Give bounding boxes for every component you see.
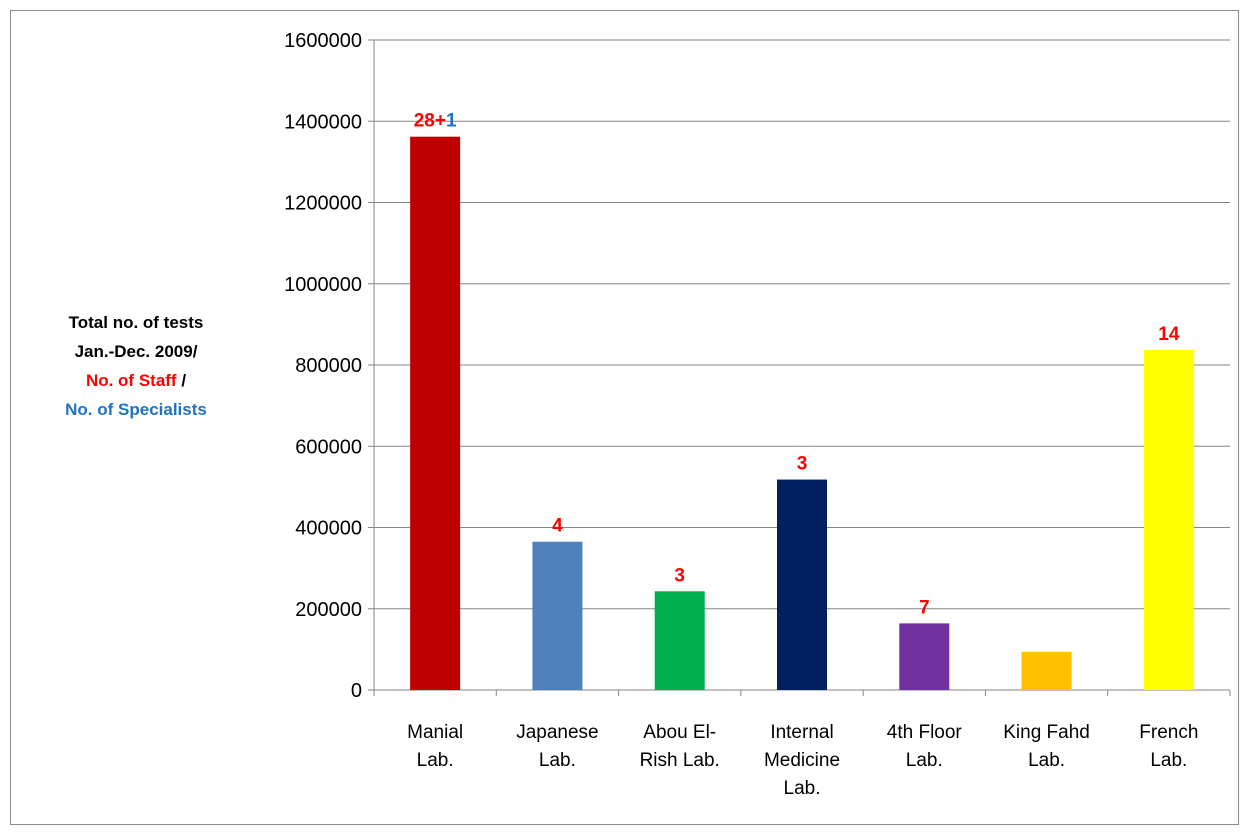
category-label-line: Lab. <box>784 778 821 799</box>
bar <box>1143 349 1194 690</box>
bar <box>410 136 461 690</box>
category-label: Abou El- Rish Lab. <box>640 722 720 771</box>
category-label-line: Lab. <box>1150 750 1187 771</box>
category-label: Manial Lab. <box>407 722 463 771</box>
category-label-line: Lab. <box>539 750 576 771</box>
category-label: Internal Medicine Lab. <box>764 722 840 799</box>
data-label: 14 <box>1158 324 1180 345</box>
category-label-line: Medicine <box>764 750 840 771</box>
category-label: Japanese Lab. <box>516 722 598 771</box>
bar <box>899 623 950 690</box>
ylabel-line-2: Jan.-Dec. 2009/ <box>74 342 198 361</box>
data-label-part: 3 <box>797 454 808 475</box>
category-label-line: Rish Lab. <box>640 750 720 771</box>
data-label: 3 <box>674 565 685 586</box>
y-tick-label: 1600000 <box>284 30 362 52</box>
category-label: 4th Floor Lab. <box>887 722 963 771</box>
data-label-part: 7 <box>919 597 930 618</box>
category-label-line: Abou El- <box>643 722 716 743</box>
category-label-line: Manial <box>407 722 463 743</box>
category-label-line: Lab. <box>906 750 943 771</box>
y-tick-label: 1200000 <box>284 193 362 215</box>
ylabel-staff: No. of Staff <box>85 371 177 390</box>
category-label: King Fahd Lab. <box>1003 722 1090 771</box>
y-tick-label: 1400000 <box>284 111 362 133</box>
y-tick-label: 200000 <box>295 599 362 621</box>
y-tick-label: 600000 <box>295 436 362 458</box>
category-label-line: King Fahd <box>1003 722 1090 743</box>
category-label-line: 4th Floor <box>887 722 963 743</box>
data-label: 4 <box>552 516 563 537</box>
bar <box>777 479 827 690</box>
category-label-line: French <box>1139 722 1198 743</box>
data-label-part: 1 <box>446 111 457 132</box>
category-label-line: Lab. <box>417 750 454 771</box>
data-label: 3 <box>797 454 808 475</box>
category-label: French Lab. <box>1139 722 1198 771</box>
data-label-part: 14 <box>1158 324 1180 345</box>
bar <box>532 541 583 690</box>
ylabel-line-4: No. of Specialists <box>65 400 207 419</box>
bar <box>1021 651 1072 690</box>
y-tick-label: 400000 <box>295 518 362 540</box>
ylabel-slash: / <box>176 371 187 390</box>
ylabel-line-3: No. of Staff / <box>20 366 252 395</box>
y-tick-label: 1000000 <box>284 274 362 296</box>
category-label-line: Internal <box>770 722 833 743</box>
category-label-line: Japanese <box>516 722 598 743</box>
y-tick-label: 800000 <box>295 355 362 377</box>
data-label-part: 3 <box>674 565 685 586</box>
data-label: 7 <box>919 597 930 618</box>
data-label-part: 4 <box>552 516 563 537</box>
y-axis-label: Total no. of tests Jan.-Dec. 2009/ No. o… <box>20 308 252 424</box>
y-tick-label: 0 <box>351 680 362 702</box>
ylabel-line-1: Total no. of tests <box>68 313 204 332</box>
category-label-line: Lab. <box>1028 750 1065 771</box>
data-label-part: 28+ <box>414 111 446 132</box>
data-label: 28+1 <box>414 111 457 132</box>
bar <box>654 591 705 690</box>
